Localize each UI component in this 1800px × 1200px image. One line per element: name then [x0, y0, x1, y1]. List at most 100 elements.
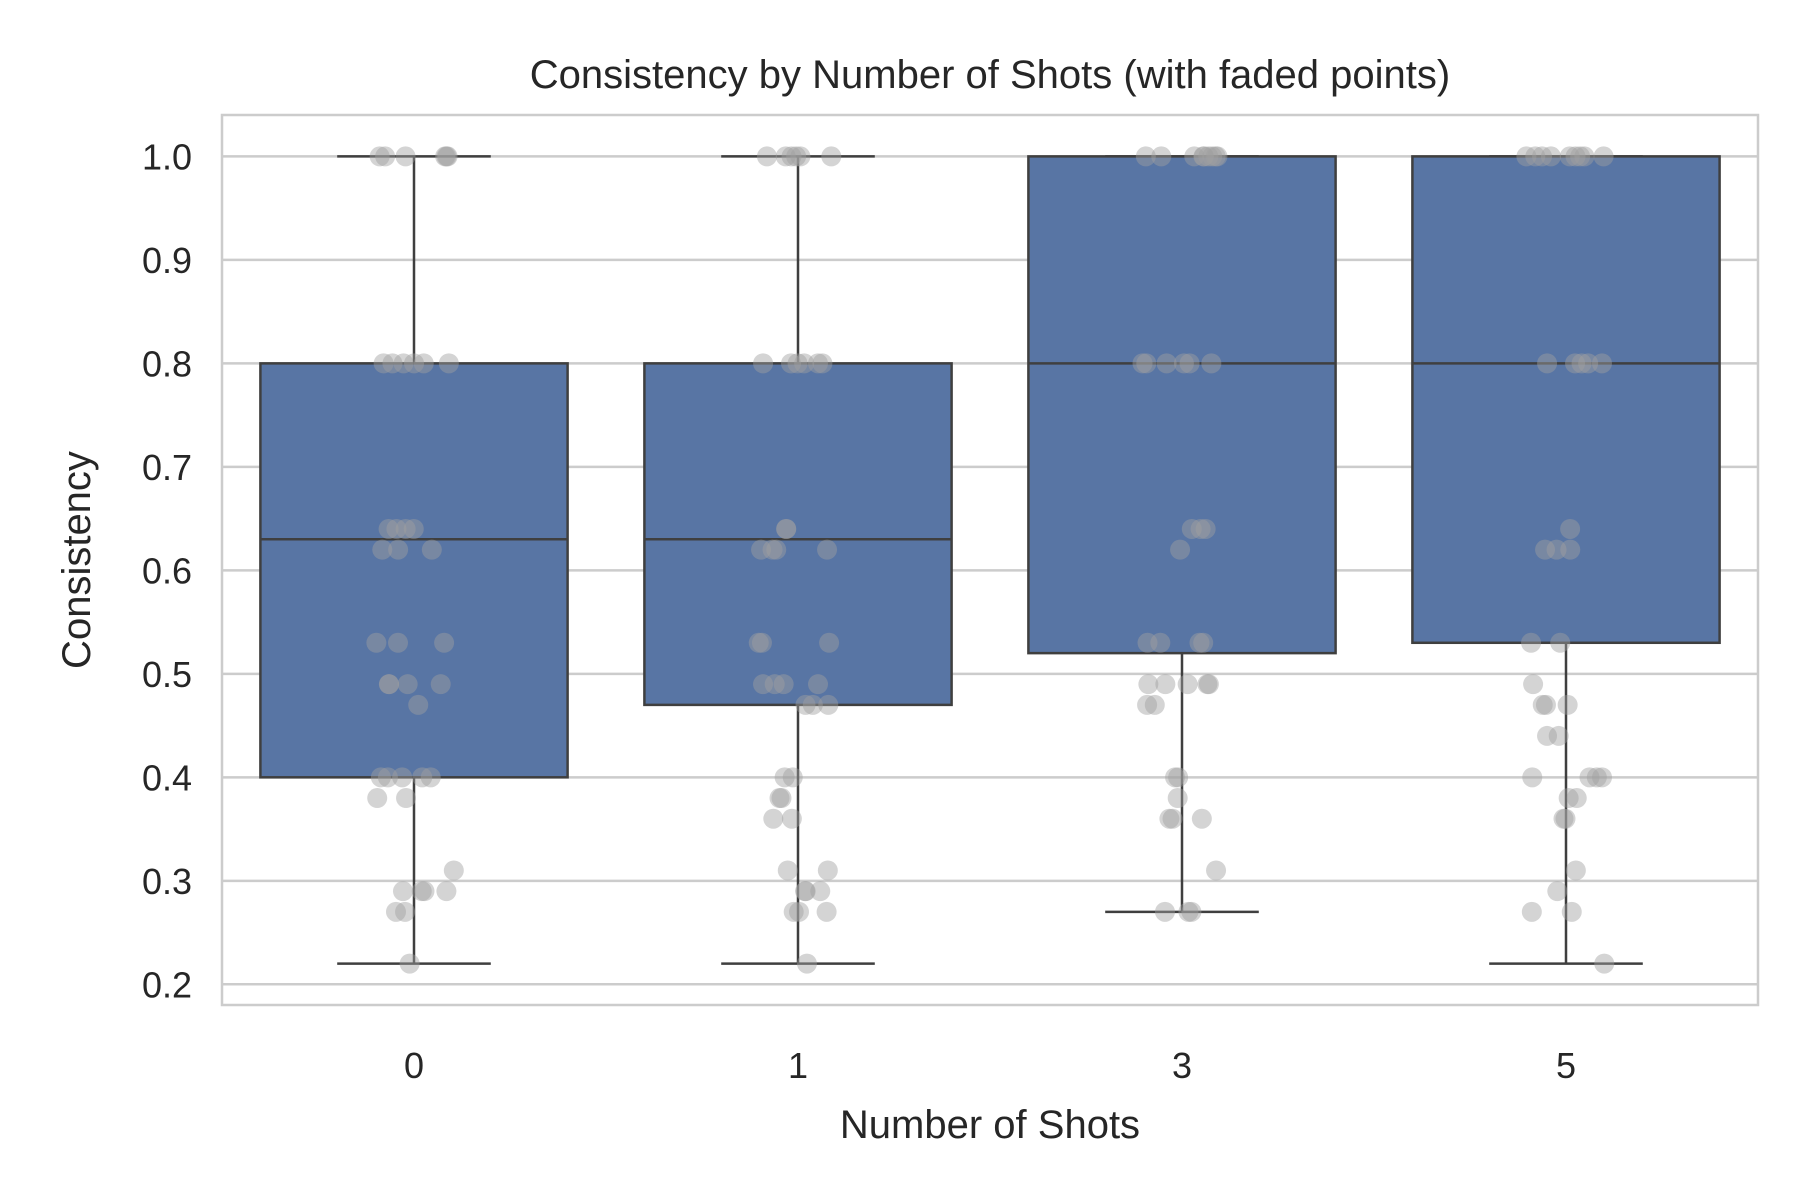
data-point	[1558, 788, 1579, 809]
data-point	[1561, 901, 1582, 922]
data-point	[748, 632, 769, 653]
data-point	[399, 953, 420, 974]
data-point	[782, 767, 803, 788]
data-point	[1170, 539, 1191, 560]
boxes	[259, 155, 1721, 965]
data-point	[790, 146, 811, 167]
data-point	[382, 353, 403, 374]
data-point	[395, 146, 416, 167]
data-point	[1159, 808, 1180, 829]
data-point	[1178, 901, 1199, 922]
data-point	[1155, 674, 1176, 695]
iqr-box	[1411, 155, 1721, 645]
data-point	[434, 632, 455, 653]
data-point	[1547, 881, 1568, 902]
box-group-3	[1027, 155, 1337, 914]
data-point	[408, 694, 429, 715]
data-point	[753, 674, 774, 695]
y-tick-label: 0.5	[142, 654, 192, 695]
data-point	[1198, 146, 1219, 167]
data-point	[1193, 146, 1214, 167]
data-point	[751, 539, 772, 560]
data-point	[1579, 767, 1600, 788]
x-tick-labels: 0 1 3 5	[404, 1045, 1576, 1086]
data-point	[1198, 674, 1219, 695]
box-group-1	[643, 155, 953, 965]
data-point	[771, 788, 792, 809]
data-point	[1144, 694, 1165, 715]
data-points	[366, 146, 1615, 974]
data-point	[1540, 146, 1561, 167]
data-point	[1578, 353, 1599, 374]
data-point	[773, 674, 794, 695]
data-point	[1168, 767, 1189, 788]
data-point	[1586, 767, 1607, 788]
data-point	[1555, 808, 1576, 829]
data-point	[1191, 808, 1212, 829]
data-point	[1532, 694, 1553, 715]
y-tick-labels: 0.2 0.3 0.4 0.5 0.6 0.7 0.8 0.9 1.0	[142, 136, 192, 1005]
data-point	[392, 767, 413, 788]
data-point	[1535, 694, 1556, 715]
data-point	[438, 353, 459, 374]
x-tick-label: 3	[1172, 1045, 1192, 1086]
data-point	[375, 146, 396, 167]
data-point	[1559, 146, 1580, 167]
data-point	[777, 860, 798, 881]
data-point	[1565, 353, 1586, 374]
data-point	[1193, 146, 1214, 167]
data-point	[1565, 146, 1586, 167]
data-point	[751, 632, 772, 653]
data-point	[1135, 146, 1156, 167]
data-point	[1571, 353, 1592, 374]
data-point	[1184, 146, 1205, 167]
data-point	[796, 953, 817, 974]
data-point	[1553, 808, 1574, 829]
data-point	[781, 146, 802, 167]
data-point	[393, 353, 414, 374]
data-point	[1522, 767, 1543, 788]
data-point	[787, 353, 808, 374]
data-point	[753, 353, 774, 374]
x-tick-label: 1	[788, 1045, 808, 1086]
data-point	[1179, 353, 1200, 374]
data-point	[414, 881, 435, 902]
iqr-box	[1027, 155, 1337, 655]
data-point	[819, 632, 840, 653]
data-point	[366, 632, 387, 653]
data-point	[1516, 146, 1537, 167]
data-point	[392, 881, 413, 902]
data-point	[769, 788, 790, 809]
data-point	[776, 518, 797, 539]
data-point	[397, 674, 418, 695]
data-point	[1150, 632, 1171, 653]
data-point	[1525, 146, 1546, 167]
data-point	[1151, 146, 1172, 167]
data-point	[1197, 674, 1218, 695]
data-point	[1594, 953, 1615, 974]
y-tick-label: 0.8	[142, 343, 192, 384]
data-point	[1181, 518, 1202, 539]
data-point	[443, 860, 464, 881]
data-point	[775, 146, 796, 167]
data-point	[379, 674, 400, 695]
data-point	[786, 146, 807, 167]
data-point	[377, 767, 398, 788]
data-point	[411, 881, 432, 902]
data-point	[816, 901, 837, 922]
data-point	[1565, 860, 1586, 881]
data-point	[1154, 901, 1175, 922]
data-point	[1132, 353, 1153, 374]
x-axis-label: Number of Shots	[840, 1103, 1140, 1147]
data-point	[795, 694, 816, 715]
data-point	[781, 353, 802, 374]
data-point	[776, 518, 797, 539]
data-point	[1181, 901, 1202, 922]
data-point	[1201, 353, 1222, 374]
data-point	[1189, 632, 1210, 653]
points-3	[1132, 146, 1228, 922]
data-point	[1523, 674, 1544, 695]
data-point	[369, 146, 390, 167]
data-point	[1566, 788, 1587, 809]
